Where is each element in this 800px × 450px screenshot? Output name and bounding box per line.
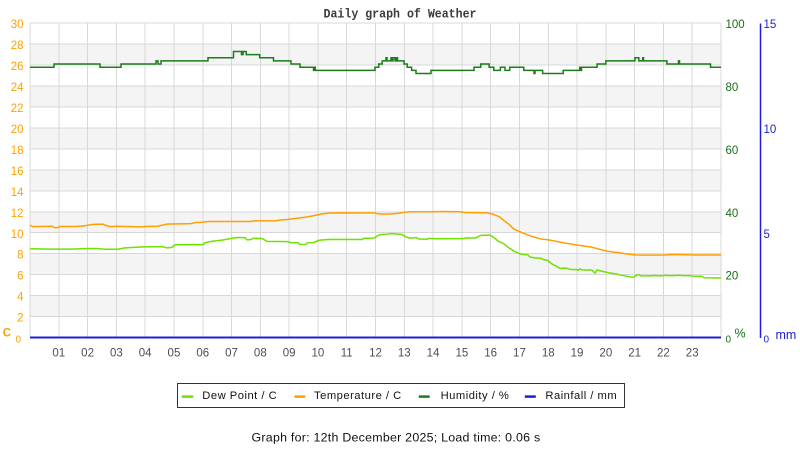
svg-text:22: 22 xyxy=(657,347,670,359)
svg-text:12: 12 xyxy=(369,347,382,359)
svg-text:11: 11 xyxy=(341,347,353,359)
svg-text:19: 19 xyxy=(571,347,584,359)
svg-text:02: 02 xyxy=(81,347,94,359)
svg-text:20: 20 xyxy=(11,124,24,136)
svg-text:14: 14 xyxy=(427,347,440,359)
svg-text:05: 05 xyxy=(168,347,181,359)
svg-text:%: % xyxy=(735,327,746,341)
svg-text:06: 06 xyxy=(196,347,209,359)
svg-text:5: 5 xyxy=(764,229,770,241)
svg-text:18: 18 xyxy=(11,145,24,157)
svg-text:C: C xyxy=(3,328,11,340)
svg-text:Humidity / %: Humidity / % xyxy=(441,390,510,402)
svg-text:20: 20 xyxy=(599,347,612,359)
svg-text:0: 0 xyxy=(726,335,732,346)
svg-text:28: 28 xyxy=(11,40,24,52)
svg-text:23: 23 xyxy=(686,347,699,359)
svg-text:15: 15 xyxy=(764,19,777,31)
svg-text:10: 10 xyxy=(11,229,24,241)
svg-text:18: 18 xyxy=(542,347,555,359)
svg-text:0: 0 xyxy=(15,335,21,346)
svg-text:15: 15 xyxy=(455,347,468,359)
svg-text:Dew Point / C: Dew Point / C xyxy=(202,390,277,402)
svg-text:04: 04 xyxy=(139,347,152,359)
svg-text:17: 17 xyxy=(513,347,526,359)
svg-text:24: 24 xyxy=(11,82,24,94)
svg-text:14: 14 xyxy=(11,187,24,199)
svg-text:01: 01 xyxy=(52,347,65,359)
svg-text:Rainfall / mm: Rainfall / mm xyxy=(545,390,617,402)
svg-text:Daily graph of Weather: Daily graph of Weather xyxy=(324,7,477,22)
svg-text:12: 12 xyxy=(11,208,24,220)
svg-text:30: 30 xyxy=(11,19,24,31)
svg-text:10: 10 xyxy=(312,347,325,359)
svg-text:03: 03 xyxy=(110,347,123,359)
svg-text:100: 100 xyxy=(726,19,745,31)
svg-text:Temperature / C: Temperature / C xyxy=(314,390,402,402)
svg-text:21: 21 xyxy=(628,347,641,359)
svg-text:09: 09 xyxy=(283,347,296,359)
svg-text:6: 6 xyxy=(17,271,23,283)
svg-text:80: 80 xyxy=(726,82,739,94)
svg-text:0: 0 xyxy=(764,335,770,346)
svg-text:8: 8 xyxy=(17,250,23,262)
svg-text:Graph for: 12th December 2025;: Graph for: 12th December 2025; Load time… xyxy=(252,431,541,445)
svg-text:26: 26 xyxy=(11,61,24,73)
svg-text:40: 40 xyxy=(726,208,739,220)
svg-text:20: 20 xyxy=(726,271,739,283)
svg-text:22: 22 xyxy=(11,103,24,115)
svg-text:mm: mm xyxy=(776,328,797,342)
svg-text:10: 10 xyxy=(764,124,777,136)
svg-text:16: 16 xyxy=(484,347,497,359)
svg-text:16: 16 xyxy=(11,166,24,178)
svg-text:07: 07 xyxy=(225,347,238,359)
svg-text:60: 60 xyxy=(726,145,739,157)
svg-text:13: 13 xyxy=(398,347,411,359)
svg-text:08: 08 xyxy=(254,347,267,359)
svg-text:2: 2 xyxy=(17,313,23,325)
svg-text:4: 4 xyxy=(17,292,24,304)
